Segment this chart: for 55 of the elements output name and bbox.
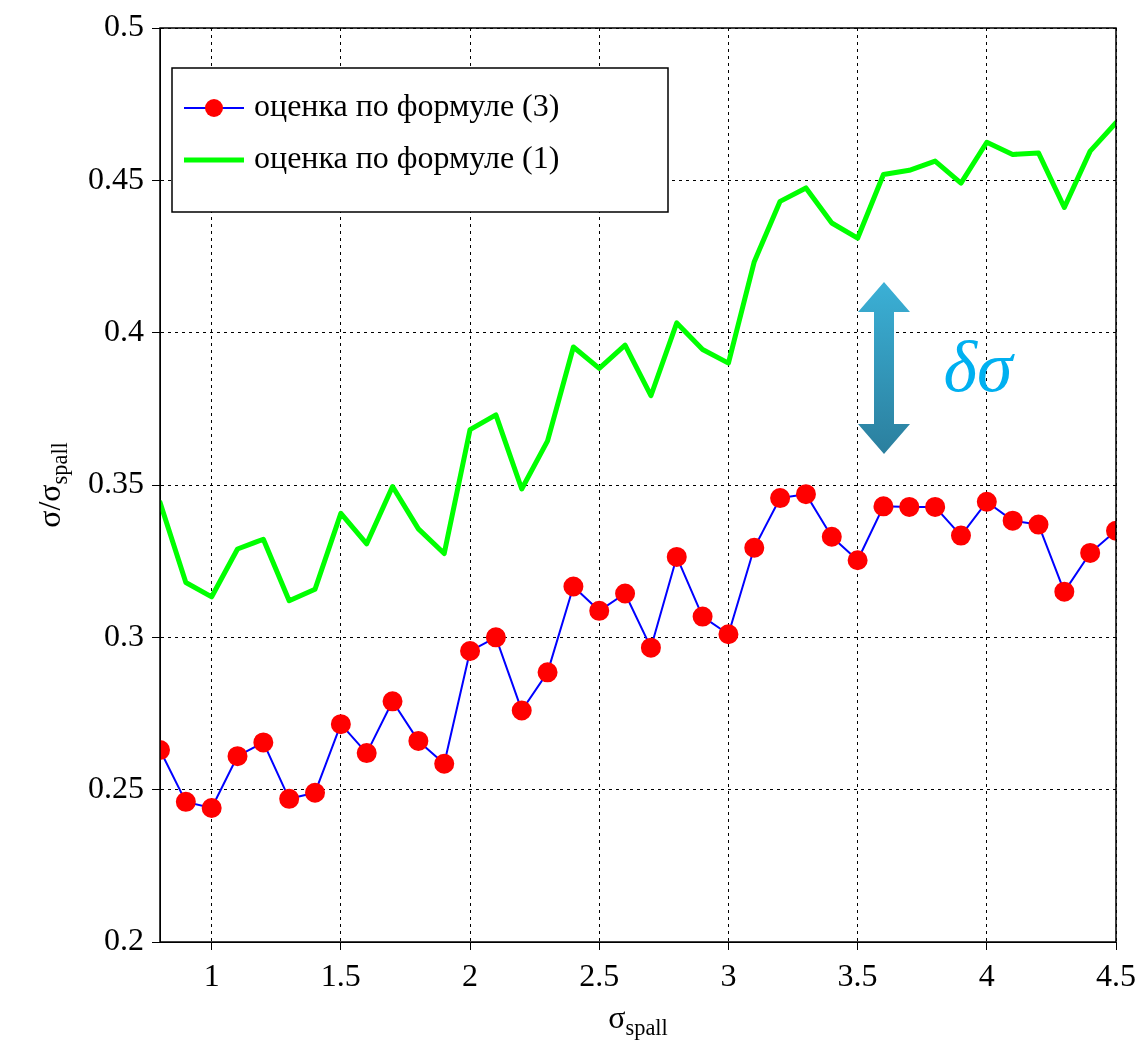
point	[1080, 542, 1101, 563]
y-tick-label: 0.25	[88, 769, 144, 806]
x-tick-label: 2.5	[579, 956, 620, 993]
point	[305, 782, 326, 803]
point	[795, 484, 816, 505]
point	[227, 746, 248, 767]
y-tick-label: 0.45	[88, 159, 144, 196]
point	[537, 662, 558, 683]
y-axis-title: σ/σspall	[31, 442, 73, 528]
point	[589, 600, 610, 621]
point	[1054, 581, 1075, 602]
point	[563, 576, 584, 597]
point	[976, 491, 997, 512]
point	[899, 496, 920, 517]
y-tick-label: 0.35	[88, 464, 144, 501]
point	[925, 496, 946, 517]
x-tick-label: 1	[203, 956, 220, 993]
legend-label: оценка по формуле (3)	[254, 87, 560, 124]
x-tick-label: 1.5	[320, 956, 361, 993]
point	[873, 496, 894, 517]
point	[847, 550, 868, 571]
x-tick-label: 2	[462, 956, 479, 993]
point	[821, 526, 842, 547]
x-tick-label: 3	[720, 956, 737, 993]
point	[692, 606, 713, 627]
point	[950, 525, 971, 546]
x-tick-label: 3.5	[837, 956, 878, 993]
point	[382, 691, 403, 712]
point	[330, 714, 351, 735]
legend-label: оценка по формуле (1)	[254, 139, 560, 176]
annotation: δσ	[943, 326, 1015, 407]
point	[770, 488, 791, 509]
point	[485, 627, 506, 648]
point	[1002, 510, 1023, 531]
y-tick-label: 0.2	[104, 921, 144, 958]
x-tick-label: 4	[978, 956, 995, 993]
point	[253, 732, 274, 753]
point	[201, 797, 222, 818]
point	[666, 546, 687, 567]
point	[408, 730, 429, 751]
y-tick-label: 0.5	[104, 7, 144, 44]
x-tick-label: 4.5	[1096, 956, 1136, 993]
point	[511, 700, 532, 721]
y-tick-label: 0.3	[104, 616, 144, 653]
y-tick-label: 0.4	[104, 312, 144, 349]
point	[460, 641, 481, 662]
point	[615, 583, 636, 604]
point	[640, 637, 661, 658]
point	[175, 791, 196, 812]
point	[1028, 514, 1049, 535]
point	[356, 743, 377, 764]
point	[279, 788, 300, 809]
point	[434, 753, 455, 774]
point	[744, 537, 765, 558]
point	[718, 624, 739, 645]
